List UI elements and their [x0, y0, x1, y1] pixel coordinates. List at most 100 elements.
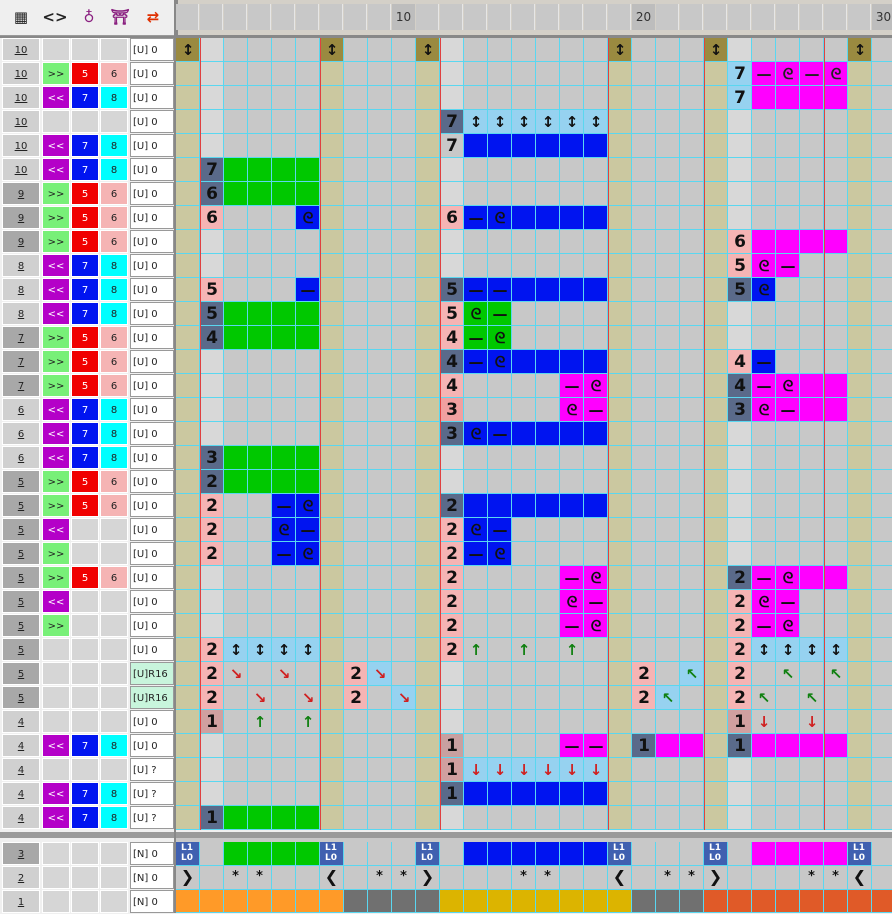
stitch-cell[interactable] [296, 422, 320, 446]
row-direction[interactable]: << [42, 782, 70, 805]
stitch-cell[interactable] [296, 614, 320, 638]
stitch-cell[interactable] [704, 494, 728, 518]
row-status[interactable]: [U] 0 [130, 398, 174, 421]
stitch-cell[interactable] [656, 350, 680, 374]
stitch-cell[interactable] [536, 758, 560, 782]
stitch-cell[interactable] [584, 158, 608, 182]
stitch-cell[interactable] [200, 494, 224, 518]
stitch-cell[interactable] [584, 206, 608, 230]
stitch-cell[interactable] [680, 230, 704, 254]
stitch-cell[interactable] [488, 470, 512, 494]
stitch-cell[interactable] [224, 182, 248, 206]
stitch-cell[interactable] [752, 638, 776, 662]
stitch-cell[interactable] [296, 206, 320, 230]
stitch-cell[interactable] [392, 542, 416, 566]
row-number[interactable]: 7 [2, 374, 40, 397]
stitch-cell[interactable] [656, 398, 680, 422]
stitch-cell[interactable] [560, 182, 584, 206]
stitch-cell[interactable] [272, 662, 296, 686]
stitch-cell[interactable] [608, 782, 632, 806]
stitch-cell[interactable] [584, 614, 608, 638]
stitch-cell[interactable] [488, 350, 512, 374]
stitch-cell[interactable] [344, 230, 368, 254]
stitch-cell[interactable] [512, 158, 536, 182]
stitch-cell[interactable] [800, 614, 824, 638]
stitch-cell[interactable] [536, 614, 560, 638]
stitch-cell[interactable] [368, 542, 392, 566]
stitch-cell[interactable] [656, 542, 680, 566]
stitch-cell[interactable] [488, 710, 512, 734]
stitch-cell[interactable] [872, 230, 892, 254]
row-direction[interactable]: << [42, 158, 70, 181]
stitch-cell[interactable] [464, 182, 488, 206]
stitch-cell[interactable] [416, 566, 440, 590]
stitch-cell[interactable] [728, 254, 752, 278]
stitch-cell[interactable] [464, 758, 488, 782]
row-direction[interactable] [42, 758, 70, 781]
stitch-cell[interactable] [416, 62, 440, 86]
needle-bed-marker[interactable]: L1 L0 [608, 842, 632, 866]
stitch-cell[interactable] [248, 38, 272, 62]
row-number[interactable]: 5 [2, 662, 40, 685]
stitch-cell[interactable] [296, 806, 320, 830]
stitch-cell[interactable] [752, 758, 776, 782]
row-number[interactable]: 8 [2, 302, 40, 325]
stitch-cell[interactable] [296, 302, 320, 326]
stitch-cell[interactable] [680, 566, 704, 590]
stitch-cell[interactable] [800, 758, 824, 782]
stitch-cell[interactable] [248, 110, 272, 134]
stitch-cell[interactable] [488, 110, 512, 134]
stitch-cell[interactable] [848, 230, 872, 254]
stitch-cell[interactable] [680, 782, 704, 806]
stitch-cell[interactable] [536, 182, 560, 206]
stitch-cell[interactable] [368, 566, 392, 590]
stitch-cell[interactable] [392, 206, 416, 230]
stitch-cell[interactable] [344, 614, 368, 638]
yarn-carrier-a[interactable]: 7 [71, 158, 99, 181]
stitch-cell[interactable] [680, 278, 704, 302]
stitch-cell[interactable] [560, 278, 584, 302]
stitch-cell[interactable] [200, 158, 224, 182]
stitch-cell[interactable] [176, 422, 200, 446]
stitch-cell[interactable] [392, 302, 416, 326]
stitch-cell[interactable] [608, 422, 632, 446]
stitch-cell[interactable] [344, 134, 368, 158]
yarn-carrier-a[interactable] [71, 614, 99, 637]
row-direction[interactable]: >> [42, 206, 70, 229]
stitch-cell[interactable] [632, 350, 656, 374]
stitch-cell[interactable] [656, 374, 680, 398]
stitch-cell[interactable] [296, 254, 320, 278]
stitch-cell[interactable] [368, 422, 392, 446]
carriage-cell[interactable]: * [512, 866, 536, 890]
stitch-cell[interactable] [800, 638, 824, 662]
yarn-carrier-b[interactable] [100, 110, 128, 133]
stitch-cell[interactable] [584, 806, 608, 830]
stitch-cell[interactable] [320, 350, 344, 374]
stitch-cell[interactable] [728, 158, 752, 182]
needle-bed-cell[interactable] [368, 842, 392, 866]
stitch-cell[interactable] [584, 782, 608, 806]
stitch-cell[interactable] [872, 518, 892, 542]
row-direction[interactable]: << [42, 590, 70, 613]
stitch-cell[interactable] [368, 38, 392, 62]
yarn-carrier-b[interactable] [100, 590, 128, 613]
stitch-cell[interactable] [320, 806, 344, 830]
stitch-cell[interactable] [800, 350, 824, 374]
stitch-cell[interactable] [296, 590, 320, 614]
stitch-cell[interactable] [296, 398, 320, 422]
stitch-cell[interactable] [512, 782, 536, 806]
stitch-cell[interactable] [536, 134, 560, 158]
speed-color-cell[interactable] [320, 890, 344, 913]
stitch-cell[interactable] [464, 134, 488, 158]
stitch-cell[interactable] [560, 254, 584, 278]
stitch-cell[interactable] [776, 62, 800, 86]
stitch-cell[interactable] [224, 710, 248, 734]
carriage-cell[interactable]: ❯ [704, 866, 728, 890]
stitch-cell[interactable] [632, 614, 656, 638]
stitch-cell[interactable] [584, 302, 608, 326]
stitch-cell[interactable] [344, 302, 368, 326]
stitch-cell[interactable] [872, 758, 892, 782]
stitch-cell[interactable] [224, 446, 248, 470]
speed-color-cell[interactable] [512, 890, 536, 913]
stitch-cell[interactable] [296, 758, 320, 782]
